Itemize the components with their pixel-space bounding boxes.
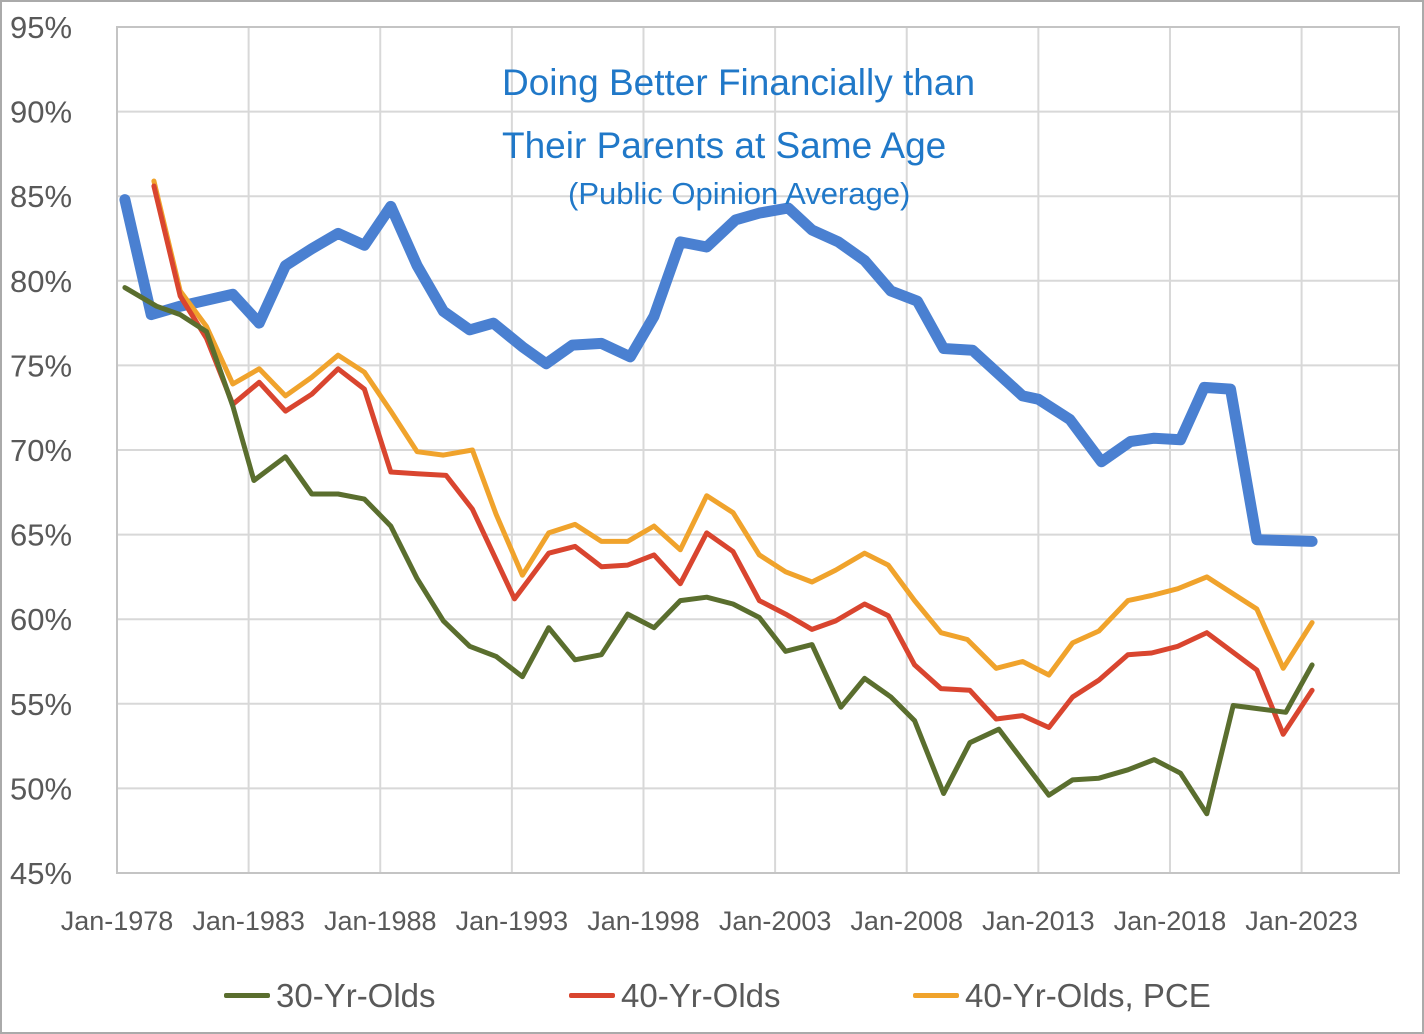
- legend-line-swatch-red: [569, 992, 615, 998]
- chart-title-line-1: Doing Better Financially than: [502, 62, 976, 103]
- x-tick-label: Jan-1988: [324, 906, 437, 936]
- legend-item-40-yr-olds-pce: 40-Yr-Olds, PCE: [913, 974, 1211, 1016]
- y-tick-label: 60%: [10, 602, 72, 637]
- y-tick-label: 95%: [10, 10, 72, 45]
- legend-item-40-yr-olds: 40-Yr-Olds: [569, 974, 781, 1016]
- y-tick-label: 70%: [10, 433, 72, 468]
- series-line-40-yr-olds: [151, 183, 1315, 737]
- y-tick-label: 65%: [10, 518, 72, 553]
- plot-border: [116, 26, 1400, 874]
- y-tick-label: 55%: [10, 687, 72, 722]
- series-line-40-yr-olds-pce: [151, 178, 1315, 678]
- series-line-public-opinion-average: [119, 194, 1318, 547]
- y-tick-label: 50%: [10, 771, 72, 806]
- y-tick-label: 80%: [10, 264, 72, 299]
- y-tick-label: 75%: [10, 348, 72, 383]
- legend-label: 40-Yr-Olds: [621, 976, 781, 1014]
- legend-item-30-yr-olds: 30-Yr-Olds: [224, 974, 436, 1016]
- y-tick-label: 45%: [10, 856, 72, 891]
- y-tick-label: 90%: [10, 95, 72, 130]
- x-axis-labels: Jan-1978 Jan-1983 Jan-1988 Jan-1993 Jan-1998…: [61, 906, 1358, 936]
- x-tick-label: Jan-2008: [850, 906, 963, 936]
- x-tick-label: Jan-1983: [192, 906, 305, 936]
- x-tick-label: Jan-2003: [719, 906, 832, 936]
- chart-subtitle: (Public Opinion Average): [568, 176, 911, 211]
- legend-line-swatch-green: [224, 992, 270, 998]
- series-line-30-yr-olds: [122, 285, 1315, 817]
- legend-label: 30-Yr-Olds: [276, 976, 436, 1014]
- x-tick-label: Jan-1998: [587, 906, 700, 936]
- x-tick-label: Jan-1993: [456, 906, 569, 936]
- chart-title-line-2: Their Parents at Same Age: [502, 125, 947, 166]
- x-tick-label: Jan-2023: [1245, 906, 1358, 936]
- x-tick-label: Jan-2018: [1114, 906, 1227, 936]
- y-axis-labels: 95% 90% 85% 80% 75% 70% 65% 60% 55% 50% 45%: [10, 10, 72, 891]
- x-tick-label: Jan-2013: [982, 906, 1095, 936]
- y-tick-label: 85%: [10, 179, 72, 214]
- legend-label: 40-Yr-Olds, PCE: [965, 976, 1211, 1014]
- x-tick-label: Jan-1978: [61, 906, 174, 936]
- legend-line-swatch-orange: [913, 992, 959, 998]
